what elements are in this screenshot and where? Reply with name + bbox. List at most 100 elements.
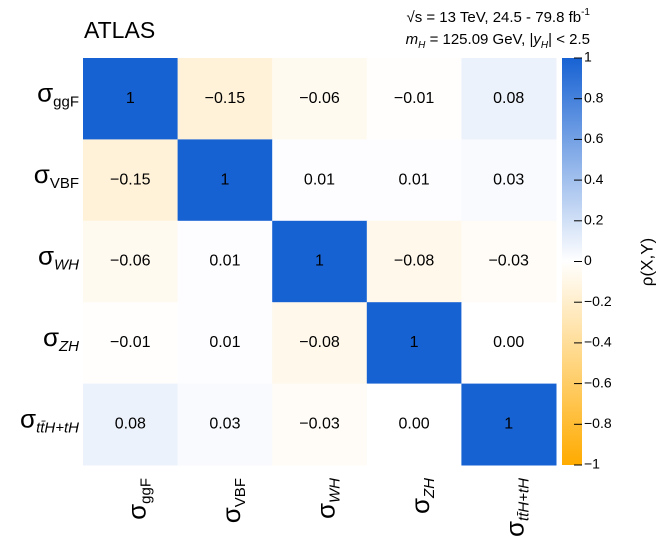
cell-label: −0.15	[205, 90, 246, 107]
cell-label: 1	[126, 90, 135, 107]
cell-label: 0.01	[304, 171, 335, 188]
cell-label: −0.03	[488, 253, 529, 270]
cell-label: 1	[220, 171, 229, 188]
label-symbol: σ	[216, 507, 246, 523]
label-subscript: ggF	[53, 94, 79, 111]
annotation-part: -1	[581, 7, 590, 18]
heatmap-cell	[83, 58, 179, 140]
cell-label: 0.01	[399, 171, 430, 188]
cell-label: 0.08	[493, 90, 524, 107]
cell-label: 1	[410, 334, 419, 351]
annotation-part: = 125.09 GeV, |	[425, 31, 533, 48]
annotation-part: H	[418, 40, 426, 51]
x-tick-label: σWH	[310, 478, 343, 519]
heatmap-cell	[272, 383, 368, 466]
label-symbol: σ	[37, 78, 53, 108]
cell-label: −0.03	[299, 416, 340, 433]
label-symbol: σ	[38, 240, 54, 270]
heatmap-cell	[177, 220, 273, 303]
heatmap-cell	[177, 302, 273, 385]
heatmap-cell	[461, 58, 557, 140]
heatmap-cell	[461, 139, 557, 222]
colorbar-tick-label: −0.2	[584, 293, 612, 309]
cell-label: 0.01	[209, 334, 240, 351]
label-subscript: VBF	[232, 478, 249, 507]
cell-label: −0.06	[110, 253, 151, 270]
cell-label: −0.01	[110, 334, 151, 351]
label-subscript: tt̄H+tH	[36, 419, 79, 436]
heatmap-cell	[366, 58, 462, 140]
heatmap-cell	[272, 302, 368, 385]
y-tick-label: σtt̄H+tH	[20, 403, 79, 436]
cell-label: −0.01	[394, 90, 435, 107]
colorbar	[562, 58, 582, 465]
annotation-part: m	[406, 31, 419, 48]
label-subscript: WH	[326, 478, 343, 503]
colorbar-tick-label: 0.4	[584, 171, 604, 187]
heatmap-cell	[366, 220, 462, 303]
label-symbol: σ	[43, 322, 59, 352]
label-subscript: ZH	[58, 338, 79, 355]
heatmap-cell	[272, 139, 368, 222]
heatmap-cell	[366, 383, 462, 466]
colorbar-tick-label: −1	[584, 456, 600, 472]
colorbar-tick-label: 0.8	[584, 89, 604, 105]
colorbar-tick-label: −0.6	[584, 374, 612, 390]
cell-label: 0.00	[399, 416, 430, 433]
colorbar-tick-label: 0.6	[584, 130, 604, 146]
colorbar-label: ρ(X,Y)	[637, 238, 656, 286]
label-symbol: σ	[310, 503, 340, 519]
label-subscript: ggF	[137, 478, 154, 504]
colorbar-tick-label: −0.4	[584, 334, 612, 350]
heatmap-cell	[366, 302, 462, 385]
label-subscript: ZH	[421, 478, 438, 499]
y-tick-label: σggF	[37, 78, 79, 111]
label-symbol: σ	[20, 403, 36, 433]
x-tick-label: σggF	[121, 478, 154, 520]
cell-label: −0.08	[299, 334, 340, 351]
heatmap-cell	[177, 383, 273, 466]
heatmap-cell	[272, 58, 368, 140]
annotation-part: y	[532, 31, 542, 48]
x-tick-label: σZH	[405, 478, 438, 514]
heatmap-cell	[177, 58, 273, 140]
label-symbol: σ	[121, 504, 151, 520]
heatmap-cell	[366, 139, 462, 222]
heatmap-cell	[272, 220, 368, 303]
cell-label: 0.08	[115, 416, 146, 433]
y-tick-label: σVBF	[34, 159, 79, 192]
y-tick-label: σZH	[43, 322, 79, 355]
annotation-part: | < 2.5	[548, 31, 590, 48]
cell-label: 0.03	[493, 171, 524, 188]
heatmap-cell	[177, 139, 273, 222]
heatmap-cell	[461, 220, 557, 303]
heatmap-cell	[83, 383, 179, 466]
annotation: √s = 13 TeV, 24.5 - 79.8 fb-1	[406, 7, 590, 26]
cell-label: −0.06	[299, 90, 340, 107]
x-tick-label: σtt̄H+tH	[500, 478, 533, 537]
x-tick-label: σVBF	[216, 478, 249, 523]
label-symbol: σ	[500, 521, 530, 537]
annotation-part: √s = 13 TeV, 24.5 - 79.8 fb	[406, 9, 581, 26]
annotation: mH = 125.09 GeV, |yH| < 2.5	[406, 31, 590, 51]
colorbar-tick-label: −0.8	[584, 415, 612, 431]
colorbar-tick-label: 1	[584, 49, 592, 65]
colorbar-tick-label: 0.2	[584, 212, 604, 228]
label-symbol: σ	[34, 159, 50, 189]
label-subscript: tt̄H+tH	[516, 478, 533, 521]
annotation-part: H	[541, 40, 549, 51]
heatmap-cell	[83, 220, 179, 303]
chart-title: ATLAS	[84, 17, 155, 43]
label-subscript: VBF	[50, 175, 79, 192]
cell-label: 0.03	[209, 416, 240, 433]
heatmap-cell	[83, 139, 179, 222]
cell-label: 0.01	[209, 253, 240, 270]
label-subscript: WH	[54, 256, 79, 273]
cell-label: 1	[315, 253, 324, 270]
colorbar-tick-label: 0	[584, 252, 592, 268]
heatmap-cell	[461, 383, 557, 466]
heatmap-cell	[83, 302, 179, 385]
label-symbol: σ	[405, 498, 435, 514]
y-tick-label: σWH	[38, 240, 79, 273]
